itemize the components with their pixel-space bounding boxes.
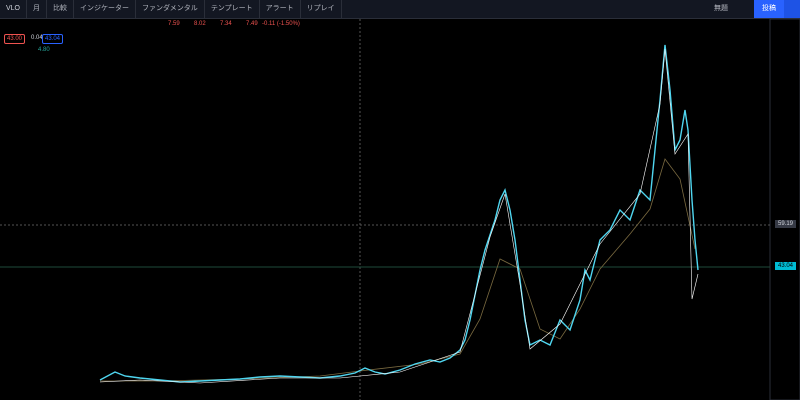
moving-average [100, 158, 696, 382]
interval[interactable]: 月 [27, 0, 48, 18]
crosshair-price: 59.19 [774, 220, 796, 228]
compare[interactable]: 比較 [47, 0, 75, 18]
alerts[interactable]: アラート [260, 0, 301, 18]
publish-button[interactable]: 投稿 [754, 0, 784, 18]
symbol[interactable]: VLO [0, 0, 28, 18]
layout-name[interactable]: 無題 [714, 5, 728, 12]
chart-area [0, 19, 800, 400]
toolbar: VLO 月 比較 インジケーター ファンダメンタル テンプレート アラート リプ… [0, 0, 800, 19]
sell-button[interactable]: 43.00 [4, 34, 26, 44]
publish-menu[interactable] [784, 0, 800, 18]
price-series [99, 44, 699, 383]
legend-low: 7.34 [220, 21, 232, 27]
price-scale [769, 19, 800, 400]
volume: 4.80 [38, 47, 50, 53]
fundamentals[interactable]: ファンダメンタル [136, 0, 205, 18]
legend-close: 7.49 [246, 21, 258, 27]
spread: 0.04 [31, 35, 43, 41]
legend-high: 8.02 [194, 21, 206, 27]
templates[interactable]: テンプレート [205, 0, 260, 18]
replay[interactable]: リプレイ [301, 0, 342, 18]
legend-open: 7.59 [168, 21, 180, 27]
buy-button[interactable]: 43.04 [42, 34, 64, 44]
legend-change: -0.11 (-1.50%) [262, 21, 300, 27]
indicators[interactable]: インジケーター [74, 0, 137, 18]
price-wicks [99, 48, 699, 384]
last-price: 43.04 [774, 262, 796, 270]
